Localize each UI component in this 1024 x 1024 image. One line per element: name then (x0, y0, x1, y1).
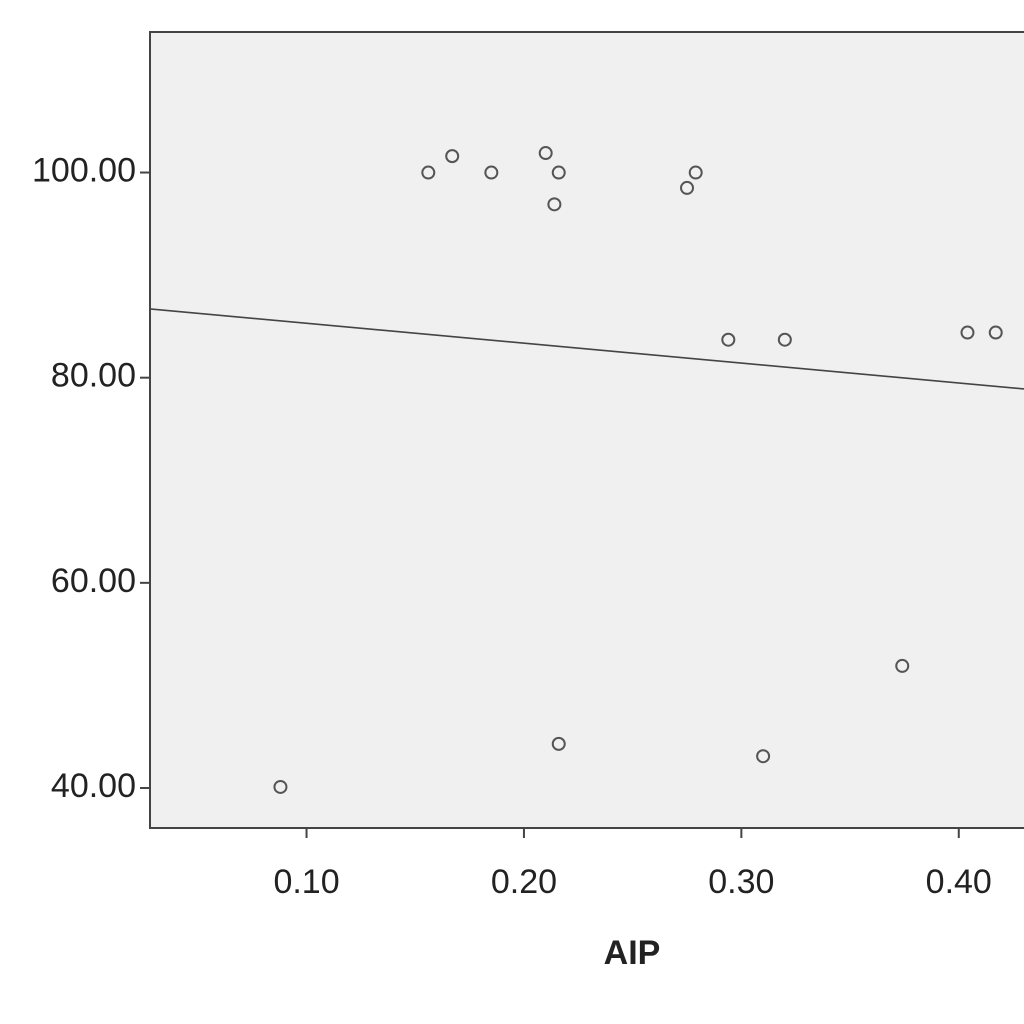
y-tick-label: 100.00 (32, 152, 136, 190)
x-tick-label: 0.20 (491, 863, 557, 901)
point (895, 658, 910, 673)
point (547, 197, 562, 212)
point (688, 165, 703, 180)
point (551, 736, 566, 751)
x-axis-label: AIP (604, 934, 661, 972)
y-tick-label: 40.00 (51, 767, 136, 805)
point (445, 149, 460, 164)
point (484, 165, 499, 180)
x-tick-label: 0.30 (708, 863, 774, 901)
point (960, 325, 975, 340)
point (988, 325, 1003, 340)
x-tick-label: 0.10 (273, 863, 339, 901)
point (680, 180, 695, 195)
point (538, 146, 553, 161)
y-tick-label: 80.00 (51, 357, 136, 395)
point (551, 165, 566, 180)
point (777, 332, 792, 347)
point (421, 165, 436, 180)
plot-area (149, 31, 1024, 829)
x-tick-label: 0.40 (926, 863, 992, 901)
point (721, 332, 736, 347)
point (756, 749, 771, 764)
fit-line (149, 308, 1024, 390)
point (273, 779, 288, 794)
y-tick-label: 60.00 (51, 562, 136, 600)
